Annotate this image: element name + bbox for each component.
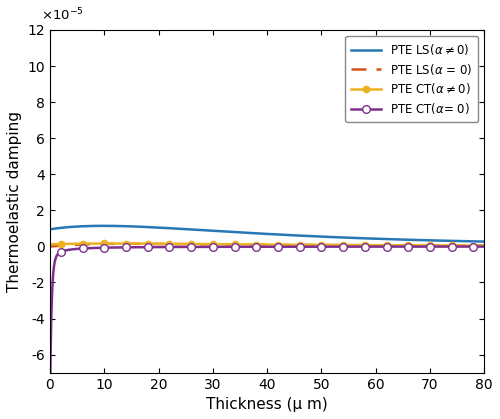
Text: $\times 10^{-5}$: $\times 10^{-5}$ <box>42 7 84 23</box>
PTE LS(α = 0) <box>481 243 487 248</box>
Legend: PTE LS($\alpha$$\neq$0), PTE LS($\alpha$ = 0), PTE CT($\alpha$$\neq$0), PTE CT($: PTE LS($\alpha$$\neq$0), PTE LS($\alpha$… <box>346 36 478 122</box>
PTE LS(α = 0) <box>468 243 474 248</box>
PTE CT(α≠0) <box>468 243 474 248</box>
PTE CT(α= 0) <box>362 244 368 249</box>
PTE LS(α = 0) <box>230 242 235 247</box>
PTE CT(α≠0) <box>230 242 235 247</box>
PTE CT(α= 0) <box>233 244 239 249</box>
PTE CT(α= 0) <box>481 244 487 249</box>
X-axis label: Thickness (μ m): Thickness (μ m) <box>206 397 328 412</box>
PTE LS(α≠0) <box>47 227 53 232</box>
PTE CT(α= 0) <box>468 244 474 249</box>
PTE CT(α= 0) <box>47 392 53 397</box>
PTE CT(α≠0) <box>47 242 53 247</box>
PTE CT(α≠0) <box>233 242 239 247</box>
PTE LS(α≠0) <box>254 231 260 236</box>
PTE LS(α = 0) <box>233 242 239 247</box>
Line: PTE CT(α= 0): PTE CT(α= 0) <box>46 243 488 398</box>
PTE CT(α= 0) <box>254 244 260 249</box>
PTE LS(α≠0) <box>230 230 235 235</box>
PTE CT(α≠0) <box>446 243 452 248</box>
PTE LS(α = 0) <box>123 241 129 246</box>
PTE CT(α= 0) <box>446 244 452 249</box>
PTE CT(α= 0) <box>230 244 235 249</box>
Line: PTE LS(α = 0): PTE LS(α = 0) <box>50 244 484 246</box>
PTE LS(α≠0) <box>233 230 239 235</box>
PTE LS(α≠0) <box>100 223 106 228</box>
PTE LS(α = 0) <box>47 244 53 249</box>
PTE LS(α≠0) <box>481 239 487 244</box>
PTE CT(α≠0) <box>254 242 260 247</box>
PTE LS(α = 0) <box>446 243 452 248</box>
Y-axis label: Thermoelastic damping: Thermoelastic damping <box>7 111 22 292</box>
PTE CT(α≠0) <box>481 243 487 248</box>
PTE LS(α = 0) <box>362 243 368 248</box>
PTE CT(α≠0) <box>108 241 114 246</box>
PTE LS(α≠0) <box>468 239 474 244</box>
PTE LS(α≠0) <box>362 236 368 241</box>
PTE LS(α≠0) <box>446 238 452 243</box>
Line: PTE CT(α≠0): PTE CT(α≠0) <box>47 241 488 248</box>
PTE LS(α = 0) <box>254 242 260 247</box>
PTE CT(α≠0) <box>362 243 368 248</box>
Line: PTE LS(α≠0): PTE LS(α≠0) <box>50 226 484 242</box>
